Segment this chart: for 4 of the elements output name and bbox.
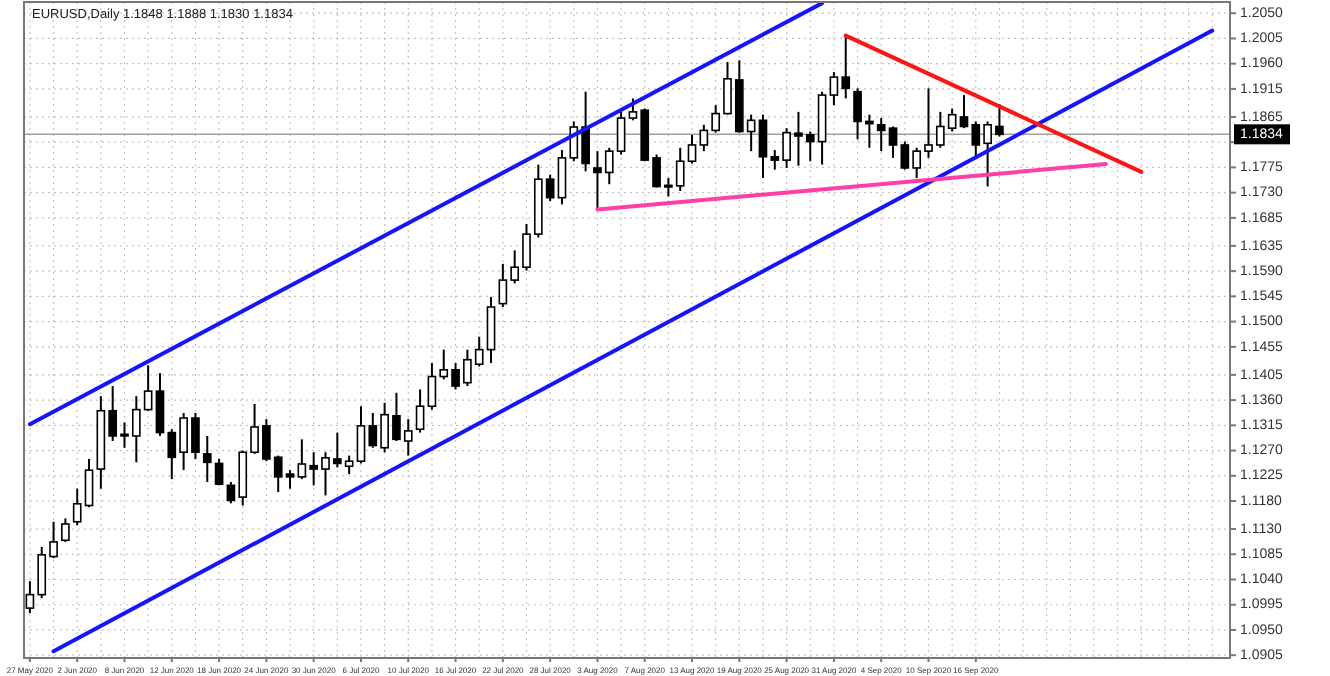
candlestick bbox=[214, 457, 224, 487]
candlestick bbox=[415, 388, 425, 434]
candlestick bbox=[202, 434, 212, 483]
candlestick bbox=[61, 517, 70, 543]
